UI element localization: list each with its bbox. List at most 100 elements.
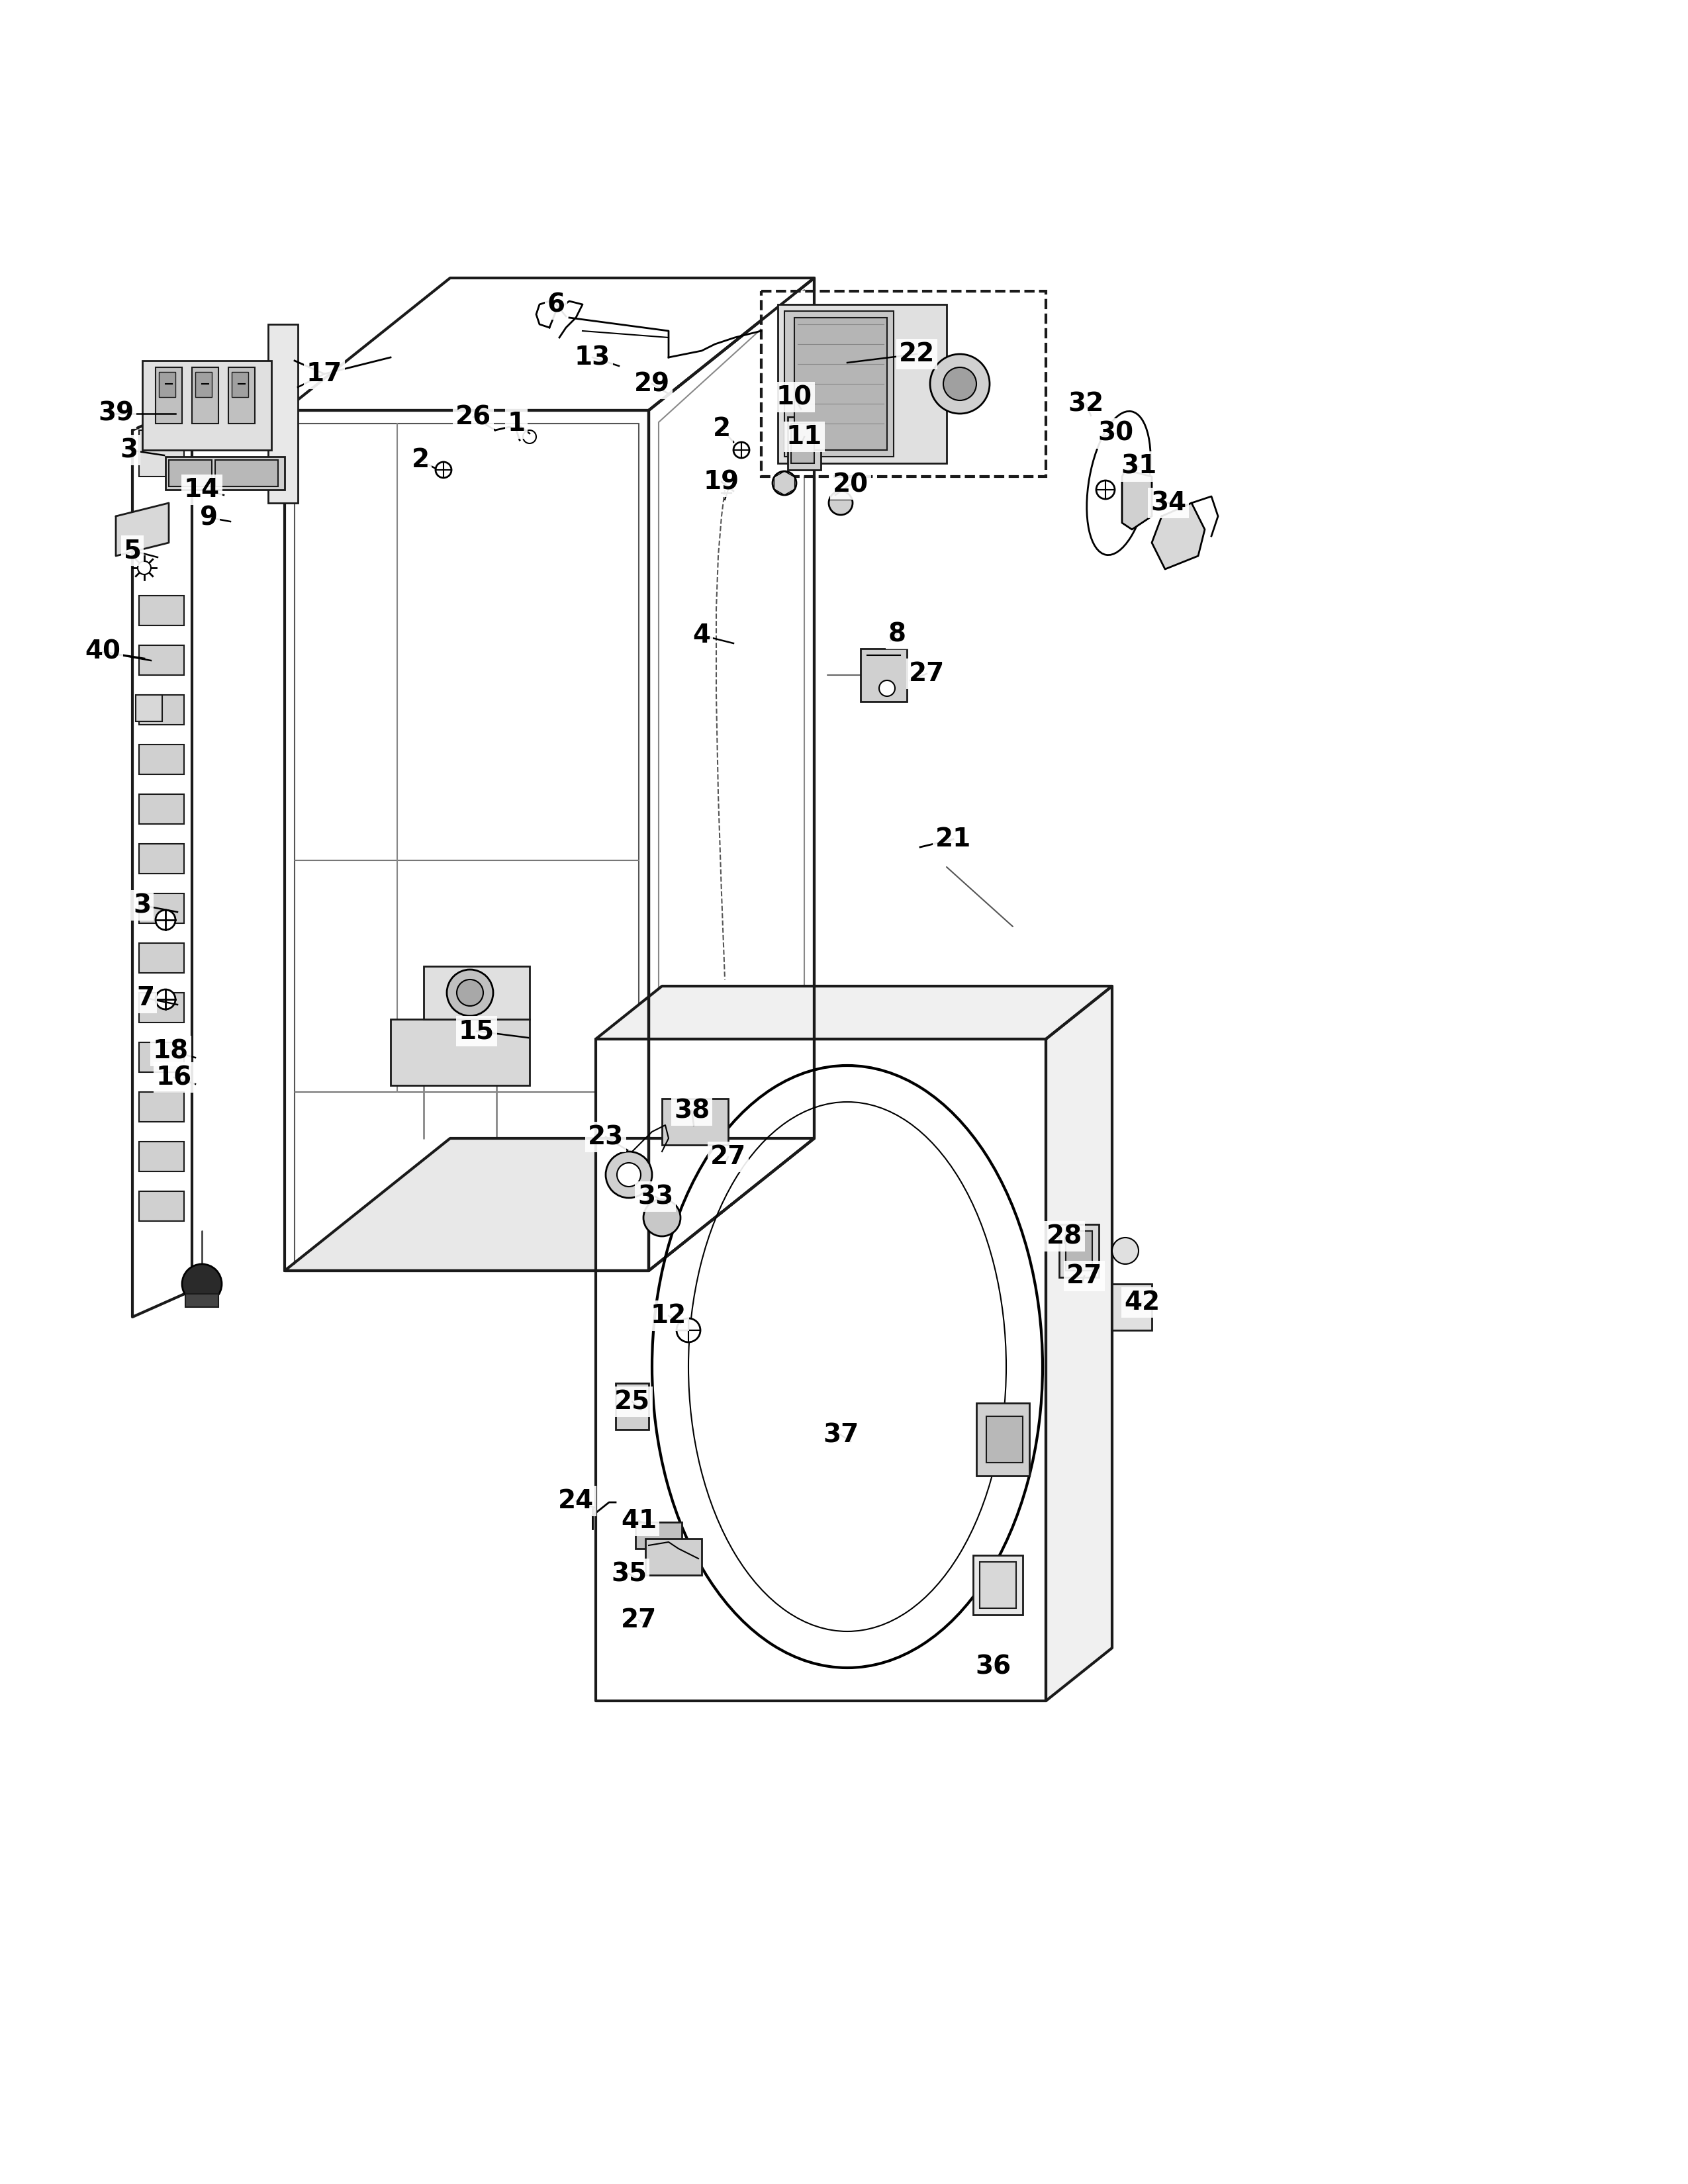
Circle shape bbox=[606, 1151, 652, 1197]
Text: 39: 39 bbox=[98, 402, 133, 426]
Polygon shape bbox=[1047, 987, 1112, 1701]
Polygon shape bbox=[132, 404, 192, 1317]
Text: 27: 27 bbox=[711, 1144, 746, 1168]
Bar bbox=[778, 304, 947, 463]
Bar bbox=[788, 417, 820, 470]
Text: 15: 15 bbox=[459, 1018, 495, 1044]
Bar bbox=[138, 893, 184, 924]
Circle shape bbox=[879, 681, 895, 697]
Text: 13: 13 bbox=[574, 345, 611, 369]
Circle shape bbox=[182, 1265, 221, 1304]
Text: 27: 27 bbox=[1067, 1262, 1102, 1289]
Bar bbox=[142, 360, 272, 450]
Polygon shape bbox=[648, 277, 814, 1271]
Bar bbox=[268, 323, 297, 502]
Text: 27: 27 bbox=[621, 1607, 657, 1634]
Text: 4: 4 bbox=[692, 622, 711, 649]
Circle shape bbox=[773, 472, 797, 496]
Bar bbox=[138, 644, 184, 675]
Text: 10: 10 bbox=[776, 384, 812, 411]
Bar bbox=[785, 310, 893, 456]
Text: 38: 38 bbox=[674, 1099, 709, 1123]
Text: 23: 23 bbox=[587, 1125, 623, 1149]
Polygon shape bbox=[596, 987, 1112, 1040]
Bar bbox=[424, 965, 530, 1020]
Text: 42: 42 bbox=[1124, 1291, 1160, 1315]
Bar bbox=[972, 1555, 1023, 1614]
Text: 6: 6 bbox=[547, 293, 565, 317]
Circle shape bbox=[643, 1199, 680, 1236]
Bar bbox=[1058, 1225, 1099, 1278]
Text: 12: 12 bbox=[650, 1304, 687, 1328]
Bar bbox=[155, 367, 182, 424]
Text: 31: 31 bbox=[1121, 454, 1156, 478]
Text: 14: 14 bbox=[184, 476, 219, 502]
Text: 29: 29 bbox=[635, 371, 670, 397]
Bar bbox=[138, 1190, 184, 1221]
Text: 19: 19 bbox=[704, 470, 739, 494]
Text: 40: 40 bbox=[84, 640, 120, 664]
Polygon shape bbox=[285, 1138, 814, 1271]
Bar bbox=[138, 695, 184, 725]
Text: 22: 22 bbox=[898, 341, 935, 367]
Polygon shape bbox=[1123, 470, 1151, 529]
Bar bbox=[138, 430, 184, 476]
Text: 9: 9 bbox=[199, 505, 218, 531]
Polygon shape bbox=[116, 502, 169, 557]
Text: 20: 20 bbox=[832, 472, 869, 498]
Bar bbox=[1112, 1284, 1151, 1330]
Bar bbox=[979, 1562, 1016, 1607]
Circle shape bbox=[1096, 480, 1114, 498]
Bar bbox=[795, 317, 886, 450]
Bar bbox=[231, 371, 248, 397]
Circle shape bbox=[436, 463, 451, 478]
Text: 34: 34 bbox=[1151, 491, 1187, 515]
Bar bbox=[792, 424, 814, 463]
Text: 28: 28 bbox=[1047, 1223, 1082, 1249]
Text: 2: 2 bbox=[412, 448, 429, 472]
Bar bbox=[138, 943, 184, 972]
Circle shape bbox=[616, 1162, 641, 1186]
Text: 2: 2 bbox=[712, 417, 731, 441]
Circle shape bbox=[829, 491, 852, 515]
Bar bbox=[169, 461, 211, 487]
Bar bbox=[138, 994, 184, 1022]
Polygon shape bbox=[596, 1040, 1047, 1701]
Text: 30: 30 bbox=[1097, 422, 1133, 446]
Circle shape bbox=[930, 354, 989, 413]
Text: 21: 21 bbox=[935, 826, 971, 852]
Bar bbox=[138, 1042, 184, 1072]
Bar bbox=[186, 1293, 218, 1306]
Circle shape bbox=[734, 441, 749, 459]
Text: 24: 24 bbox=[559, 1489, 594, 1514]
Circle shape bbox=[457, 978, 483, 1007]
Circle shape bbox=[155, 989, 176, 1009]
Text: 25: 25 bbox=[614, 1389, 650, 1415]
Polygon shape bbox=[285, 277, 814, 411]
Bar bbox=[138, 1092, 184, 1123]
Bar bbox=[662, 1099, 728, 1144]
Bar bbox=[159, 371, 176, 397]
Text: 11: 11 bbox=[787, 424, 822, 450]
Text: 35: 35 bbox=[611, 1562, 647, 1586]
Text: 33: 33 bbox=[638, 1184, 674, 1210]
Bar bbox=[976, 1402, 1030, 1476]
Bar bbox=[1065, 1232, 1092, 1271]
Bar bbox=[228, 367, 255, 424]
Bar bbox=[192, 367, 218, 424]
Text: 37: 37 bbox=[822, 1422, 859, 1448]
Bar bbox=[635, 1522, 682, 1548]
Circle shape bbox=[155, 911, 176, 930]
Bar bbox=[214, 461, 279, 487]
Bar bbox=[138, 745, 184, 775]
Circle shape bbox=[677, 1319, 701, 1343]
Text: 3: 3 bbox=[120, 437, 138, 463]
Bar bbox=[165, 456, 285, 489]
Text: 7: 7 bbox=[137, 985, 155, 1011]
Circle shape bbox=[944, 367, 976, 400]
Bar bbox=[986, 1415, 1023, 1463]
Bar bbox=[196, 371, 211, 397]
Text: 8: 8 bbox=[888, 622, 906, 646]
Bar bbox=[138, 1142, 184, 1171]
Bar bbox=[138, 843, 184, 874]
